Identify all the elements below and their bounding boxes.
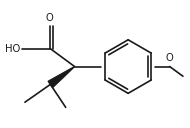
Text: O: O (45, 13, 53, 23)
Text: HO: HO (5, 44, 20, 54)
Text: O: O (166, 54, 173, 63)
Polygon shape (48, 67, 75, 87)
